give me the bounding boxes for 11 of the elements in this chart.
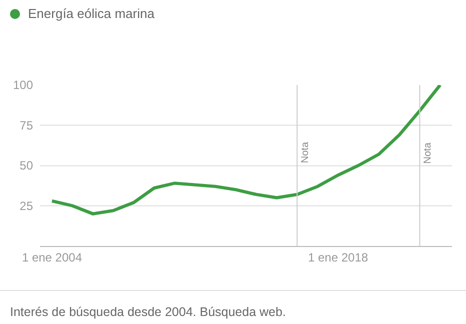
text: Interés de búsqueda desde 2004. Búsqueda web. (0, 291, 466, 319)
legend-label: Energía eólica marina (28, 6, 154, 21)
ref-line-label: Nota (300, 142, 312, 164)
x-tick-label: 1 ene 2018 (308, 250, 368, 264)
y-tick-label: 100 (12, 78, 34, 92)
x-tick-label: 1 ene 2004 (22, 250, 82, 264)
y-tick-label: 25 (20, 198, 34, 213)
line-series (50, 85, 442, 216)
y-tick-label: 75 (20, 118, 34, 132)
y-tick-label: 50 (20, 158, 34, 173)
ref-line-label: Nota (422, 142, 434, 164)
